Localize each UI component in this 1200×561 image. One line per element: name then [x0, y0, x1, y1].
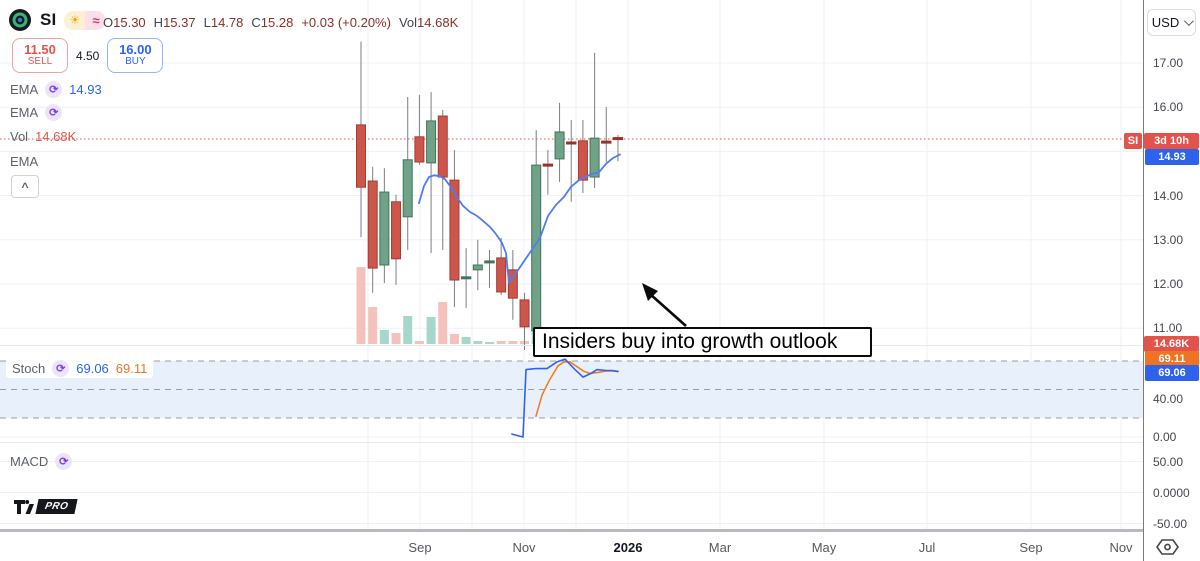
settings-icon[interactable]	[1156, 537, 1180, 557]
change-value: +0.03 (+0.20%)	[301, 15, 391, 30]
axis-tag: 3d 10h	[1144, 133, 1199, 149]
refresh-icon[interactable]: ⟳	[45, 81, 63, 98]
currency-dropdown[interactable]: USD	[1147, 9, 1196, 36]
time-tick: Jul	[918, 540, 936, 555]
spread-value: 4.50	[76, 48, 100, 63]
time-tick: Nov	[512, 540, 536, 555]
price-tick: 16.00	[1153, 100, 1184, 115]
price-tick: 14.00	[1153, 188, 1184, 203]
buy-label: BUY	[125, 56, 146, 68]
indicator-row-ema[interactable]: EMA ⟳	[10, 104, 63, 121]
currency-label: USD	[1151, 15, 1180, 30]
price-tick: 12.00	[1153, 277, 1184, 291]
sell-label: SELL	[27, 56, 53, 68]
indicator-row-vol[interactable]: Vol 14.68K	[10, 129, 76, 144]
indicator-value: 14.68K	[35, 129, 77, 144]
stoch-k-value: 69.06	[76, 361, 109, 376]
ohlc-l: L14.78	[203, 15, 244, 30]
macd-legend[interactable]: MACD ⟳	[10, 453, 73, 470]
refresh-icon[interactable]: ⟳	[52, 360, 70, 377]
time-tick: Sep	[408, 540, 432, 555]
price-tick: 17.00	[1153, 56, 1184, 70]
refresh-icon[interactable]: ⟳	[55, 453, 73, 470]
time-tick: Sep	[1019, 540, 1043, 555]
symbol-name[interactable]: SI	[40, 10, 57, 29]
buy-price: 16.00	[119, 42, 152, 58]
macd-label: MACD	[10, 454, 49, 469]
price-tick: 40.00	[1153, 392, 1184, 406]
chevron-down-icon	[1184, 16, 1195, 27]
price-axis[interactable]: USD 17.00 16.00 14.00 13.00 12.00 11.00 40.00 0…	[1143, 0, 1200, 561]
annotation-callout[interactable]: Insiders buy into growth outlook	[533, 327, 872, 357]
ohlc-h: H15.37	[153, 15, 196, 30]
indicator-label: EMA	[10, 82, 39, 97]
time-tick: Nov	[1109, 540, 1133, 555]
market-status-badge[interactable]: ☀ ≈	[64, 10, 107, 30]
indicator-value: 14.93	[69, 82, 102, 97]
indicator-label: EMA	[10, 105, 39, 120]
time-axis[interactable]: Sep Nov 2026 Mar May Jul Sep Nov	[0, 533, 1143, 561]
collapse-legend-button[interactable]: ^	[11, 175, 39, 198]
axis-tag: 69.06	[1145, 365, 1199, 381]
price-tick: 0.00	[1153, 430, 1177, 444]
tv-glyph-icon	[14, 500, 34, 514]
time-tick: 2026	[613, 540, 643, 555]
buy-button[interactable]: 16.00 BUY	[107, 38, 164, 73]
price-tick: 13.00	[1153, 232, 1184, 247]
price-tick: 50.00	[1153, 454, 1184, 469]
approx-icon: ≈	[85, 10, 107, 30]
symbol-header: SI ☀ ≈	[8, 8, 107, 32]
price-tick: 0.0000	[1153, 485, 1190, 500]
stoch-d-value: 69.11	[115, 361, 148, 376]
sell-price: 11.50	[24, 42, 56, 58]
indicator-label: EMA	[10, 154, 39, 169]
ohlc-c: C15.28	[251, 15, 294, 30]
chart-canvas[interactable]	[0, 0, 1143, 533]
price-tick: 11.00	[1153, 321, 1183, 336]
stoch-legend[interactable]: Stoch ⟳ 69.06 69.11	[6, 359, 154, 378]
axis-tag: 69.11	[1145, 351, 1199, 367]
axis-tag: 14.93	[1145, 149, 1199, 165]
ohlc-readout: O15.30 H15.37 L14.78 C15.28 +0.03 (+0.20%) Vo…	[103, 15, 458, 30]
indicator-row-ema[interactable]: EMA	[10, 154, 38, 169]
axis-tag: SI	[1124, 133, 1142, 149]
symbol-logo-icon	[9, 9, 31, 31]
stoch-label: Stoch	[12, 361, 46, 376]
sun-icon: ☀	[64, 10, 86, 30]
axis-tag: 14.68K	[1144, 336, 1199, 352]
pro-badge: PRO	[35, 498, 78, 514]
indicator-label: Vol	[10, 129, 29, 144]
indicator-row-ema[interactable]: EMA ⟳ 14.93	[10, 81, 102, 98]
trade-panel: 11.50 SELL 4.50 16.00 BUY	[12, 38, 164, 73]
ohlc-o: O15.30	[103, 15, 146, 30]
header-volume: Vol14.68K	[398, 15, 459, 30]
pane-separator-bar[interactable]	[0, 529, 1200, 532]
refresh-icon[interactable]: ⟳	[45, 104, 63, 121]
sell-button[interactable]: 11.50 SELL	[12, 38, 68, 73]
time-tick: May	[811, 540, 837, 555]
price-tick: -50.00	[1153, 516, 1188, 531]
tradingview-logo[interactable]: PRO	[12, 496, 78, 516]
time-tick: Mar	[708, 540, 732, 555]
